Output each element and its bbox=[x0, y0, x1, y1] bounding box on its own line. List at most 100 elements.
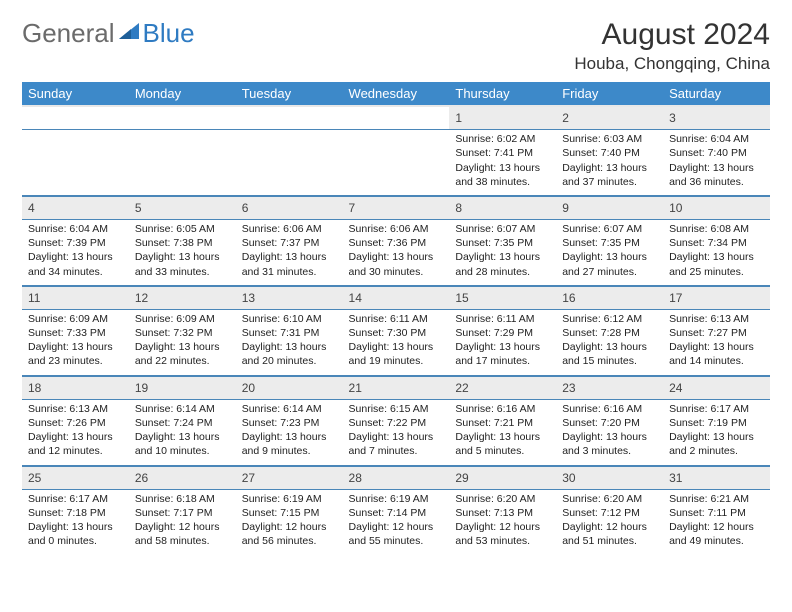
sunrise-line: Sunrise: 6:04 AM bbox=[28, 222, 123, 236]
sunrise-line: Sunrise: 6:07 AM bbox=[455, 222, 550, 236]
header: General Blue August 2024 Houba, Chongqin… bbox=[22, 18, 770, 74]
day-number bbox=[343, 106, 450, 130]
daylight-line: Daylight: 13 hours and 36 minutes. bbox=[669, 161, 764, 189]
day-cell: Sunrise: 6:19 AMSunset: 7:14 PMDaylight:… bbox=[343, 489, 450, 554]
daylight-line: Daylight: 13 hours and 5 minutes. bbox=[455, 430, 550, 458]
logo-sail-icon bbox=[119, 21, 141, 46]
day-number: 2 bbox=[556, 106, 663, 130]
day-cell: Sunrise: 6:18 AMSunset: 7:17 PMDaylight:… bbox=[129, 489, 236, 554]
day-number: 8 bbox=[449, 196, 556, 220]
day-cell: Sunrise: 6:10 AMSunset: 7:31 PMDaylight:… bbox=[236, 309, 343, 375]
sunrise-line: Sunrise: 6:07 AM bbox=[562, 222, 657, 236]
sunset-line: Sunset: 7:26 PM bbox=[28, 416, 123, 430]
daylight-line: Daylight: 13 hours and 12 minutes. bbox=[28, 430, 123, 458]
day-cell: Sunrise: 6:13 AMSunset: 7:26 PMDaylight:… bbox=[22, 399, 129, 465]
sunrise-line: Sunrise: 6:11 AM bbox=[455, 312, 550, 326]
day-cell: Sunrise: 6:16 AMSunset: 7:20 PMDaylight:… bbox=[556, 399, 663, 465]
sunset-line: Sunset: 7:14 PM bbox=[349, 506, 444, 520]
day-number: 6 bbox=[236, 196, 343, 220]
sunset-line: Sunset: 7:23 PM bbox=[242, 416, 337, 430]
sunset-line: Sunset: 7:32 PM bbox=[135, 326, 230, 340]
sunset-line: Sunset: 7:30 PM bbox=[349, 326, 444, 340]
day-number: 12 bbox=[129, 286, 236, 310]
sunset-line: Sunset: 7:27 PM bbox=[669, 326, 764, 340]
daylight-line: Daylight: 12 hours and 53 minutes. bbox=[455, 520, 550, 548]
day-cell: Sunrise: 6:20 AMSunset: 7:13 PMDaylight:… bbox=[449, 489, 556, 554]
day-number: 18 bbox=[22, 376, 129, 400]
sunrise-line: Sunrise: 6:06 AM bbox=[242, 222, 337, 236]
day-number bbox=[236, 106, 343, 130]
day-cell: Sunrise: 6:13 AMSunset: 7:27 PMDaylight:… bbox=[663, 309, 770, 375]
day-number: 24 bbox=[663, 376, 770, 400]
day-cell: Sunrise: 6:05 AMSunset: 7:38 PMDaylight:… bbox=[129, 220, 236, 286]
info-row: Sunrise: 6:17 AMSunset: 7:18 PMDaylight:… bbox=[22, 489, 770, 554]
sunrise-line: Sunrise: 6:13 AM bbox=[28, 402, 123, 416]
day-cell: Sunrise: 6:17 AMSunset: 7:19 PMDaylight:… bbox=[663, 399, 770, 465]
day-cell: Sunrise: 6:04 AMSunset: 7:39 PMDaylight:… bbox=[22, 220, 129, 286]
day-header: Monday bbox=[129, 82, 236, 106]
daylight-line: Daylight: 13 hours and 30 minutes. bbox=[349, 250, 444, 278]
location: Houba, Chongqing, China bbox=[574, 54, 770, 74]
day-number: 26 bbox=[129, 466, 236, 490]
day-header: Thursday bbox=[449, 82, 556, 106]
day-cell: Sunrise: 6:08 AMSunset: 7:34 PMDaylight:… bbox=[663, 220, 770, 286]
daylight-line: Daylight: 13 hours and 25 minutes. bbox=[669, 250, 764, 278]
sunrise-line: Sunrise: 6:03 AM bbox=[562, 132, 657, 146]
day-number: 9 bbox=[556, 196, 663, 220]
sunrise-line: Sunrise: 6:17 AM bbox=[28, 492, 123, 506]
logo: General Blue bbox=[22, 18, 195, 49]
daylight-line: Daylight: 13 hours and 31 minutes. bbox=[242, 250, 337, 278]
day-cell: Sunrise: 6:06 AMSunset: 7:36 PMDaylight:… bbox=[343, 220, 450, 286]
daylight-line: Daylight: 13 hours and 2 minutes. bbox=[669, 430, 764, 458]
sunset-line: Sunset: 7:19 PM bbox=[669, 416, 764, 430]
sunrise-line: Sunrise: 6:10 AM bbox=[242, 312, 337, 326]
day-header: Friday bbox=[556, 82, 663, 106]
daylight-line: Daylight: 12 hours and 58 minutes. bbox=[135, 520, 230, 548]
daylight-line: Daylight: 13 hours and 37 minutes. bbox=[562, 161, 657, 189]
day-number: 1 bbox=[449, 106, 556, 130]
day-cell: Sunrise: 6:11 AMSunset: 7:29 PMDaylight:… bbox=[449, 309, 556, 375]
sunrise-line: Sunrise: 6:09 AM bbox=[28, 312, 123, 326]
daylight-line: Daylight: 12 hours and 49 minutes. bbox=[669, 520, 764, 548]
sunrise-line: Sunrise: 6:05 AM bbox=[135, 222, 230, 236]
day-cell: Sunrise: 6:16 AMSunset: 7:21 PMDaylight:… bbox=[449, 399, 556, 465]
title-block: August 2024 Houba, Chongqing, China bbox=[574, 18, 770, 74]
sunrise-line: Sunrise: 6:16 AM bbox=[562, 402, 657, 416]
daylight-line: Daylight: 13 hours and 14 minutes. bbox=[669, 340, 764, 368]
day-cell: Sunrise: 6:11 AMSunset: 7:30 PMDaylight:… bbox=[343, 309, 450, 375]
sunset-line: Sunset: 7:38 PM bbox=[135, 236, 230, 250]
day-number: 10 bbox=[663, 196, 770, 220]
sunset-line: Sunset: 7:11 PM bbox=[669, 506, 764, 520]
daylight-line: Daylight: 12 hours and 51 minutes. bbox=[562, 520, 657, 548]
day-cell: Sunrise: 6:21 AMSunset: 7:11 PMDaylight:… bbox=[663, 489, 770, 554]
day-number: 20 bbox=[236, 376, 343, 400]
sunrise-line: Sunrise: 6:11 AM bbox=[349, 312, 444, 326]
daylight-line: Daylight: 13 hours and 15 minutes. bbox=[562, 340, 657, 368]
sunrise-line: Sunrise: 6:19 AM bbox=[349, 492, 444, 506]
daylight-line: Daylight: 13 hours and 22 minutes. bbox=[135, 340, 230, 368]
day-number: 4 bbox=[22, 196, 129, 220]
sunset-line: Sunset: 7:22 PM bbox=[349, 416, 444, 430]
daylight-line: Daylight: 13 hours and 20 minutes. bbox=[242, 340, 337, 368]
day-cell bbox=[236, 130, 343, 196]
day-cell: Sunrise: 6:12 AMSunset: 7:28 PMDaylight:… bbox=[556, 309, 663, 375]
logo-text-blue: Blue bbox=[143, 18, 195, 49]
day-cell: Sunrise: 6:07 AMSunset: 7:35 PMDaylight:… bbox=[449, 220, 556, 286]
day-cell bbox=[129, 130, 236, 196]
day-cell: Sunrise: 6:19 AMSunset: 7:15 PMDaylight:… bbox=[236, 489, 343, 554]
info-row: Sunrise: 6:02 AMSunset: 7:41 PMDaylight:… bbox=[22, 130, 770, 196]
logo-text-general: General bbox=[22, 18, 115, 49]
day-cell bbox=[343, 130, 450, 196]
daylight-line: Daylight: 13 hours and 10 minutes. bbox=[135, 430, 230, 458]
day-cell: Sunrise: 6:04 AMSunset: 7:40 PMDaylight:… bbox=[663, 130, 770, 196]
daylight-line: Daylight: 12 hours and 56 minutes. bbox=[242, 520, 337, 548]
day-number: 13 bbox=[236, 286, 343, 310]
day-cell bbox=[22, 130, 129, 196]
sunrise-line: Sunrise: 6:17 AM bbox=[669, 402, 764, 416]
daylight-line: Daylight: 13 hours and 19 minutes. bbox=[349, 340, 444, 368]
sunrise-line: Sunrise: 6:13 AM bbox=[669, 312, 764, 326]
daylight-line: Daylight: 13 hours and 34 minutes. bbox=[28, 250, 123, 278]
day-header: Saturday bbox=[663, 82, 770, 106]
sunrise-line: Sunrise: 6:14 AM bbox=[242, 402, 337, 416]
sunset-line: Sunset: 7:36 PM bbox=[349, 236, 444, 250]
